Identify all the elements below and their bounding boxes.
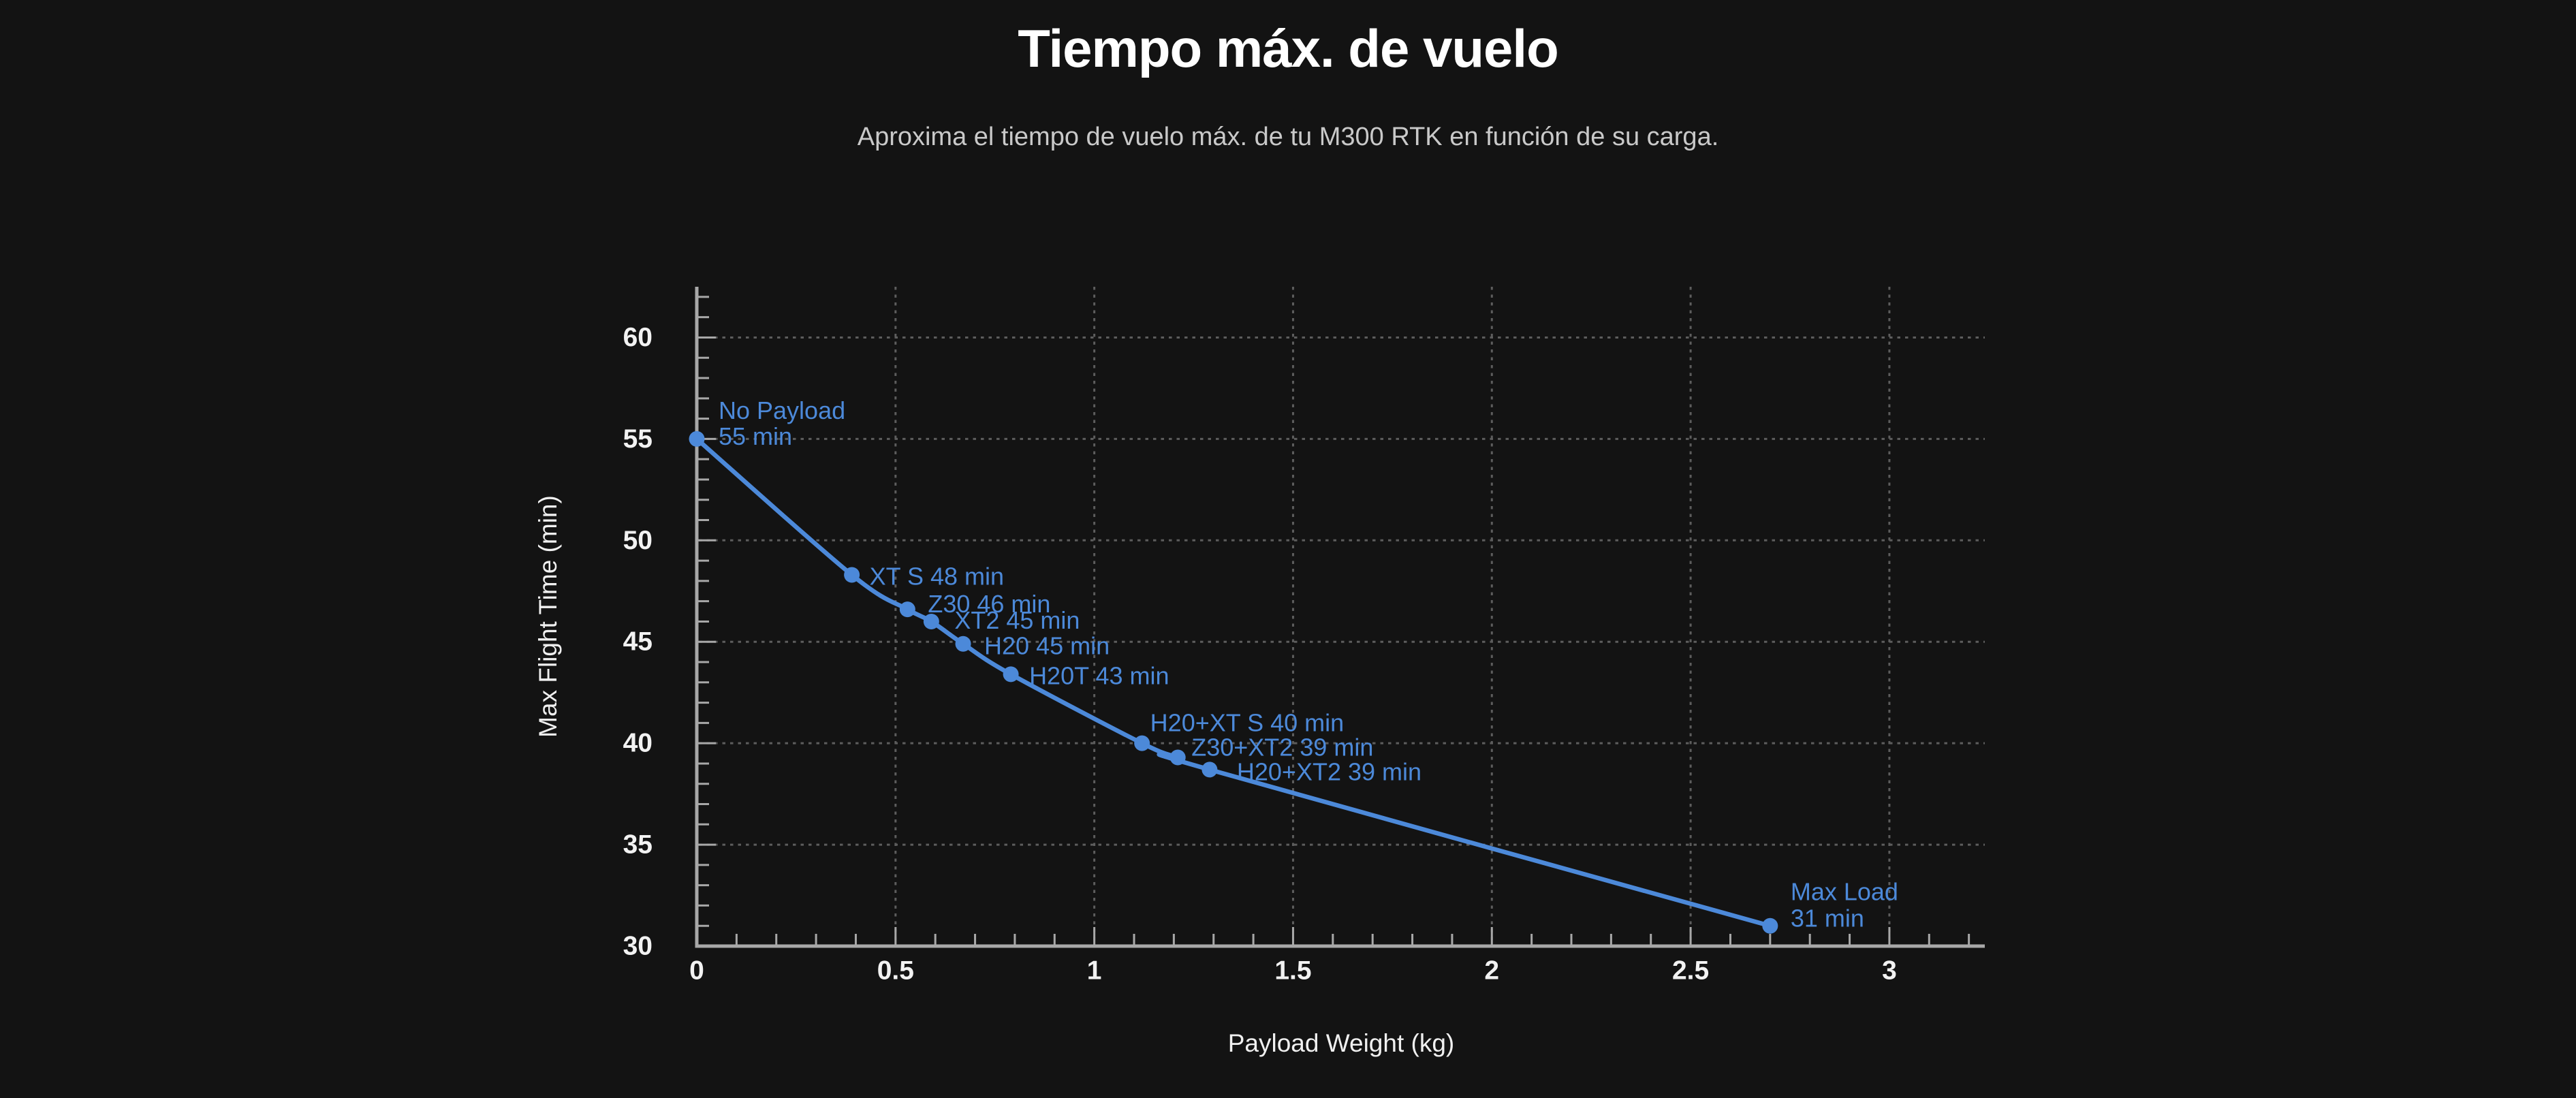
chart-subtitle: Aproxima el tiempo de vuelo máx. de tu M…	[857, 123, 1719, 151]
data-point-marker	[689, 430, 705, 447]
data-point-marker	[1169, 749, 1186, 766]
data-point-marker	[1003, 666, 1019, 683]
data-point-label: 55 min	[719, 422, 792, 450]
data-point-marker	[899, 601, 915, 618]
y-tick-label: 50	[623, 526, 653, 555]
y-tick-label: 35	[623, 830, 653, 860]
data-point-label: No Payload	[719, 396, 845, 424]
data-point-label: H20 45 min	[984, 632, 1110, 660]
data-point-label: 31 min	[1791, 905, 1864, 932]
data-point-marker	[1134, 735, 1150, 751]
data-point-label: Z30 46 min	[928, 590, 1050, 618]
data-point-marker	[1201, 762, 1218, 778]
chart-title: Tiempo máx. de vuelo	[1018, 18, 1558, 78]
data-point-marker	[844, 567, 860, 583]
data-point-label: H20T 43 min	[1029, 661, 1169, 689]
data-point-label: Z30+XT2 39 min	[1191, 734, 1373, 762]
data-point-marker	[923, 613, 939, 629]
y-tick-label: 30	[623, 932, 653, 961]
y-tick-label: 55	[623, 424, 653, 454]
y-tick-label: 60	[623, 323, 653, 352]
y-tick-label: 45	[623, 627, 653, 657]
x-tick-label: 1	[1087, 956, 1102, 986]
x-tick-label: 1.5	[1274, 956, 1311, 986]
y-tick-label: 40	[623, 729, 653, 758]
data-point-label: XT S 48 min	[870, 562, 1004, 590]
data-point-label: H20+XT S 40 min	[1150, 709, 1344, 737]
x-tick-label: 0	[689, 956, 704, 986]
flight-time-curve	[694, 437, 1773, 928]
x-axis-title: Payload Weight (kg)	[1227, 1029, 1455, 1057]
data-point-marker	[955, 636, 971, 652]
x-tick-label: 2	[1484, 956, 1499, 986]
x-tick-label: 0.5	[877, 956, 914, 986]
data-point-label: H20+XT2 39 min	[1237, 757, 1421, 785]
data-point-label: XT2 45 min	[954, 606, 1080, 634]
data-point-marker	[1762, 917, 1778, 934]
x-tick-label: 3	[1882, 956, 1897, 986]
x-tick-label: 2.5	[1672, 956, 1709, 986]
data-point-label: Max Load	[1791, 878, 1898, 906]
